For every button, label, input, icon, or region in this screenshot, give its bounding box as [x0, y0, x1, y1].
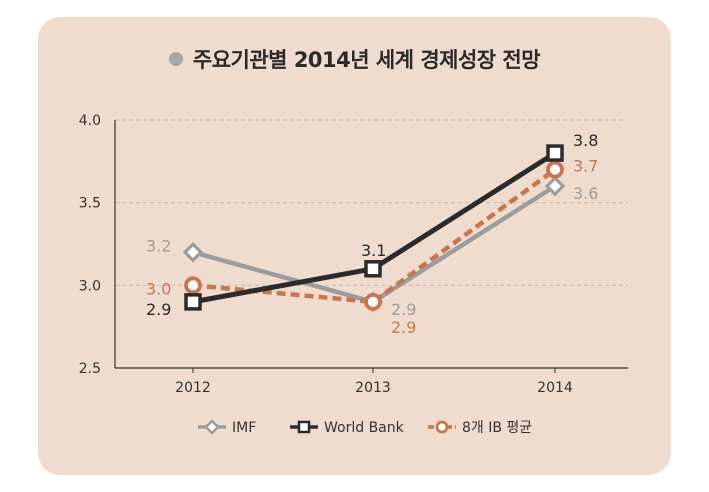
chart-title-text: 주요기관별 2014년 세계 경제성장 전망 [192, 48, 541, 72]
data-point-1-2 [546, 144, 564, 162]
y-tick-label: 2.5 [79, 361, 101, 377]
bullet-dot-icon [168, 52, 183, 66]
data-point-1-1 [364, 260, 382, 278]
series-line-1 [192, 150, 557, 305]
data-label: 3.7 [573, 157, 598, 176]
data-point-2-2 [546, 160, 564, 179]
data-label: 2.9 [391, 300, 416, 319]
data-point-2-1 [364, 292, 382, 311]
x-tick-label: 2014 [537, 380, 573, 396]
data-label: 3.1 [361, 241, 386, 260]
legend-label: 8개 IB 평균 [462, 420, 532, 436]
data-label: 3.0 [146, 279, 171, 298]
chart-title: 주요기관별 2014년 세계 경제성장 전망 [0, 44, 709, 74]
legend-circle-icon [435, 420, 449, 434]
legend-label: IMF [232, 420, 256, 436]
y-tick-label: 3.5 [79, 196, 101, 212]
legend-square-icon [297, 420, 311, 434]
legend-label: World Bank [324, 420, 405, 436]
x-tick-label: 2013 [355, 380, 391, 396]
legend-diamond-icon [204, 419, 220, 435]
data-point-0-0 [182, 242, 204, 263]
data-label: 3.8 [573, 131, 598, 150]
data-point-0-2 [544, 175, 566, 197]
chart-panel [38, 17, 671, 475]
data-label: 3.6 [573, 184, 598, 203]
y-tick-label: 3.0 [79, 278, 101, 294]
data-point-2-0 [184, 276, 202, 295]
data-label: 2.9 [391, 318, 416, 337]
x-tick-label: 2012 [175, 380, 211, 396]
data-label: 3.2 [146, 236, 171, 255]
data-point-1-0 [184, 293, 202, 311]
data-label: 2.9 [146, 300, 171, 319]
y-tick-label: 4.0 [79, 113, 101, 129]
